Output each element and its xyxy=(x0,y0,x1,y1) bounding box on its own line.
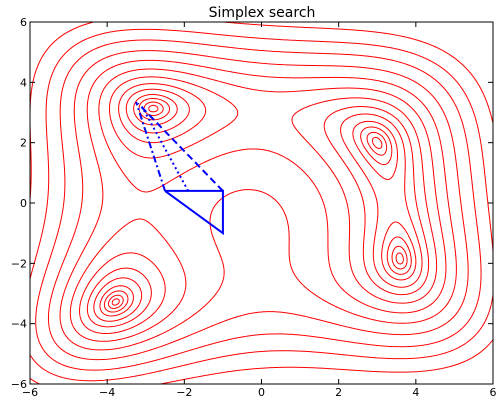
y-tick-label: 0 xyxy=(20,197,27,210)
contour-level-10 xyxy=(35,39,482,371)
y-tick-label: 2 xyxy=(20,137,27,150)
x-tick-label: 2 xyxy=(335,386,342,399)
x-tick-label: −4 xyxy=(99,386,115,399)
contour-level-7 xyxy=(69,68,447,342)
y-tick-label: 6 xyxy=(20,16,27,29)
contour-level-12 xyxy=(30,22,493,384)
x-tick-label: 6 xyxy=(490,386,497,399)
simplex-path xyxy=(135,101,224,236)
contour-level-5 xyxy=(86,83,430,328)
contour-level-3 xyxy=(99,94,417,317)
x-tick-label: 4 xyxy=(412,386,419,399)
simplex-series-1 xyxy=(137,102,224,192)
chart-title: Simplex search xyxy=(209,5,316,21)
contour-level-6 xyxy=(79,76,438,335)
simplex-series-2 xyxy=(141,105,190,192)
x-tick-label: −2 xyxy=(176,386,192,399)
contour-level-11 xyxy=(30,28,493,382)
contour-level-9 xyxy=(47,50,469,361)
contour-level-4 xyxy=(93,88,423,322)
contour-lines xyxy=(30,22,493,384)
simplex-series-3 xyxy=(135,101,166,192)
contour-level-0 xyxy=(111,104,404,306)
simplex-series-0 xyxy=(164,189,224,236)
y-tick-label: 4 xyxy=(20,76,27,89)
x-tick-label: 0 xyxy=(258,386,265,399)
y-tick-label: −6 xyxy=(11,378,27,391)
contour-level-8 xyxy=(59,59,457,351)
axis-ticks: −6 −4 −2 0 2 4 6 −6 −4 −2 0 2 4 6 xyxy=(11,16,497,399)
y-tick-label: −4 xyxy=(11,318,27,331)
contour-level-2 xyxy=(103,97,412,313)
y-tick-label: −2 xyxy=(11,257,27,270)
x-tick-label: −6 xyxy=(22,386,38,399)
